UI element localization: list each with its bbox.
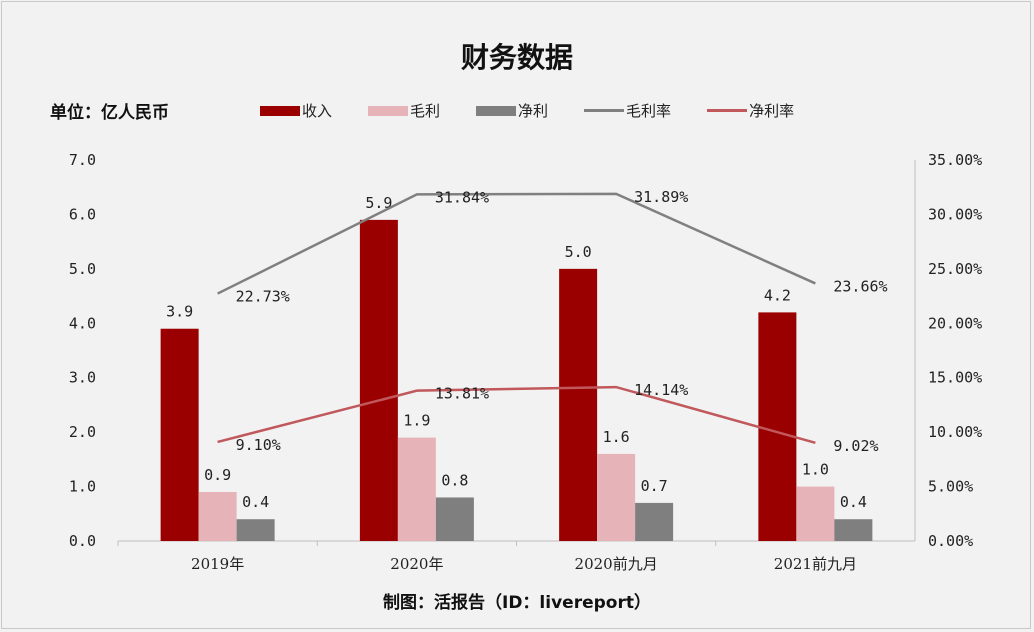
line-data-label: 22.73% [236,288,290,306]
legend-label: 收入 [302,102,333,120]
bar-net-profit [635,502,674,541]
legend-swatch [260,105,300,116]
bar-gross-profit [796,486,835,541]
bar-net-profit [834,519,873,541]
line-data-label: 31.84% [435,188,489,206]
legend-label: 净利 [518,102,549,120]
bar-data-label: 0.7 [641,477,668,495]
bar-net-profit [236,519,275,541]
x-tick-label: 2020年 [390,555,443,573]
bar-revenue [160,328,199,541]
right-tick-label: 10.00% [928,423,982,441]
legend-label: 毛利率 [626,102,672,120]
line-data-label: 14.14% [634,381,688,399]
left-tick-label: 0.0 [69,532,96,550]
line-data-label: 9.02% [833,437,878,455]
legend: 收入 毛利 净利 毛利率 净利率 [260,100,830,121]
bar-revenue [559,268,598,541]
bar-net-profit [435,497,474,541]
legend-item: 收入 [260,100,332,121]
legend-line [584,109,625,112]
bar-revenue [758,312,797,541]
bar-gross-profit [397,437,436,541]
right-tick-label: 35.00% [928,151,982,169]
bar-data-label: 1.9 [403,412,430,430]
x-tick-label: 2020前九月 [575,555,658,573]
bar-data-label: 1.0 [802,461,829,479]
left-tick-label: 5.0 [69,260,96,278]
line-data-label: 31.89% [634,188,688,206]
legend-item: 净利 [476,100,548,121]
line-data-label: 9.10% [236,436,281,454]
right-tick-label: 0.00% [928,532,973,550]
bar-data-label: 5.0 [565,243,592,261]
x-tick-label: 2019年 [191,555,244,573]
bar-data-label: 5.9 [365,194,392,212]
legend-swatch [368,105,409,116]
bar-data-label: 0.4 [242,493,269,511]
bar-revenue [359,219,398,541]
bar-data-label: 0.8 [441,471,468,489]
bar-data-label: 0.9 [204,466,231,484]
gross-margin-line [217,192,816,295]
bar-data-label: 0.4 [840,493,867,511]
left-tick-label: 7.0 [69,151,96,169]
left-tick-label: 4.0 [69,314,96,332]
net-margin-line [217,385,816,445]
bar-data-label: 4.2 [764,286,791,304]
bar-gross-profit [198,492,237,541]
bar-data-label: 3.9 [166,303,193,321]
legend-swatch [476,105,517,116]
legend-label: 净利率 [749,102,795,120]
left-tick-label: 1.0 [69,478,96,496]
right-tick-label: 20.00% [928,314,982,332]
chart-title: 财务数据 [460,41,573,74]
footer-credit: 制图：活报告（ID：livereport） [383,593,651,613]
bar-gross-profit [597,453,636,541]
line-data-label: 13.81% [435,385,489,403]
right-tick-label: 25.00% [928,260,982,278]
right-tick-label: 30.00% [928,205,982,223]
legend-item: 净利率 [707,100,794,121]
unit-label: 单位：亿人民币 [50,103,169,123]
legend-line [707,109,748,112]
line-data-label: 23.66% [833,277,887,295]
left-tick-label: 2.0 [69,423,96,441]
left-tick-label: 3.0 [69,369,96,387]
right-tick-label: 5.00% [928,478,973,496]
legend-item: 毛利率 [584,100,671,121]
right-tick-label: 15.00% [928,369,982,387]
x-tick-label: 2021前九月 [774,555,857,573]
bar-data-label: 1.6 [603,428,630,446]
left-tick-label: 6.0 [69,205,96,223]
legend-label: 毛利 [410,102,441,120]
legend-item: 毛利 [368,100,440,121]
